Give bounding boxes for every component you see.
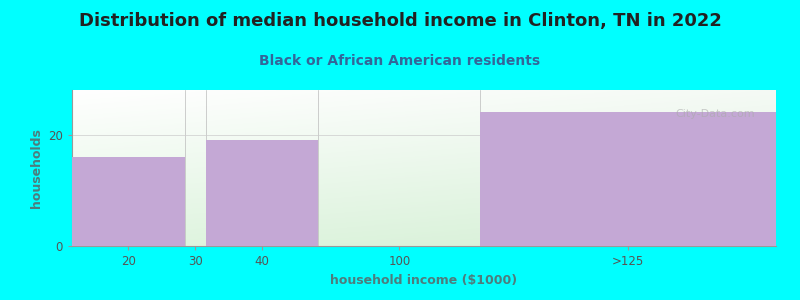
Text: Black or African American residents: Black or African American residents — [259, 54, 541, 68]
Bar — [72, 157, 185, 246]
Y-axis label: households: households — [30, 128, 42, 208]
X-axis label: household income ($1000): household income ($1000) — [330, 274, 518, 286]
Bar — [480, 112, 776, 246]
Text: City-Data.com: City-Data.com — [675, 109, 755, 119]
Text: Distribution of median household income in Clinton, TN in 2022: Distribution of median household income … — [78, 12, 722, 30]
Bar — [206, 140, 318, 246]
